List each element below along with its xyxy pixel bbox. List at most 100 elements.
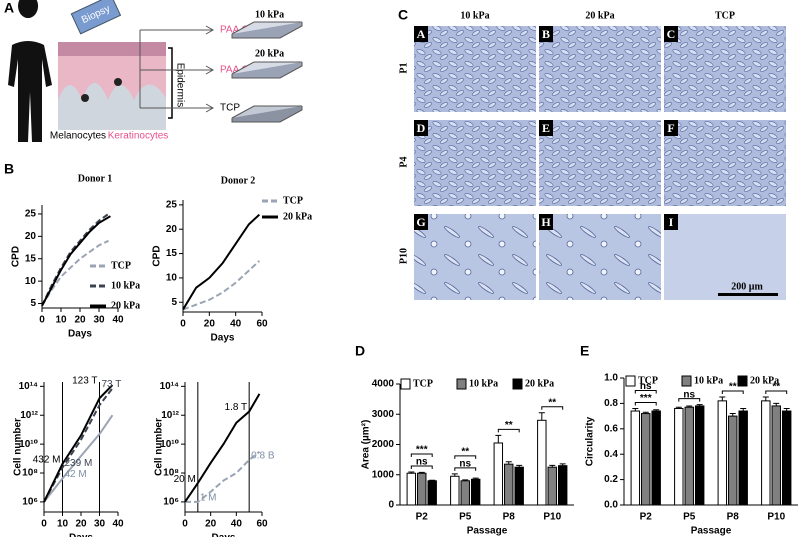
significance-label: ** xyxy=(729,382,737,393)
y-tick-label: 10¹⁴ xyxy=(19,381,38,392)
human-silhouette xyxy=(8,0,52,142)
error-bar xyxy=(505,461,512,465)
y-axis-label: Cell number xyxy=(13,418,24,476)
legend-label: TCP xyxy=(111,260,131,271)
annotation: 1.8 T xyxy=(225,402,248,413)
y-tick-label: 2000 xyxy=(372,439,395,450)
x-tick-label: 20 xyxy=(74,315,86,326)
x-tick-label: 40 xyxy=(112,315,124,326)
y-tick-label: 15 xyxy=(25,253,37,264)
significance-label: ** xyxy=(548,397,556,408)
significance-bracket xyxy=(678,398,701,402)
significance-label: ** xyxy=(772,382,780,393)
x-tick-label: 40 xyxy=(231,519,243,530)
legend-label: TCP xyxy=(413,378,433,389)
bar xyxy=(504,463,514,506)
error-bar xyxy=(516,464,523,468)
legend-label: 10 kPa xyxy=(694,375,723,386)
series-line xyxy=(184,393,261,503)
x-tick-label: 20 xyxy=(205,519,217,530)
micrograph xyxy=(539,26,661,112)
legend-swatch xyxy=(681,375,692,387)
row-header: P10 xyxy=(398,248,409,264)
chart-title: Donor 1 xyxy=(78,173,113,184)
bar xyxy=(547,466,557,506)
micrograph xyxy=(664,214,786,300)
legend-label: 10 kPa xyxy=(469,378,498,389)
y-tick-label: 10¹⁴ xyxy=(160,381,179,392)
y-tick-label: 0 xyxy=(388,500,394,511)
error-bar xyxy=(538,412,545,421)
significance-label: ns xyxy=(640,381,652,392)
panel-label: D xyxy=(355,343,365,359)
tile-label: G xyxy=(416,215,425,229)
bar xyxy=(557,465,568,506)
bar xyxy=(630,410,641,506)
error-bar xyxy=(559,463,566,466)
legend-swatch xyxy=(400,378,411,390)
y-axis-label: CPD xyxy=(152,245,163,266)
y-tick-label: 10⁸ xyxy=(163,468,179,479)
tile-label: I xyxy=(669,215,674,229)
panel-a: Biopsy Epidermis Melanocytes Keratinocyt… xyxy=(8,0,303,142)
column-header: TCP xyxy=(715,10,735,21)
series-line xyxy=(41,239,109,307)
error-bar xyxy=(642,411,649,414)
panel-label: A xyxy=(4,0,14,16)
x-axis-label: Days xyxy=(212,533,236,537)
significance-label: ** xyxy=(505,420,513,431)
series-line xyxy=(41,213,110,307)
bar xyxy=(493,442,504,506)
x-tick-label: P10 xyxy=(543,512,561,523)
y-tick-label: 1000 xyxy=(372,469,395,480)
micrograph xyxy=(539,120,661,206)
legend-label: 20 kPa xyxy=(750,375,779,386)
row-header: P1 xyxy=(398,62,409,73)
stiffness-label: 20 kPa xyxy=(255,48,284,59)
micrograph xyxy=(414,214,536,300)
y-tick-label: 15 xyxy=(166,248,178,259)
significance-label: *** xyxy=(416,445,428,456)
tile-label: C xyxy=(667,27,676,41)
bar xyxy=(460,480,470,506)
significance-bracket xyxy=(765,390,788,395)
bar xyxy=(514,466,524,506)
y-tick-label: 5 xyxy=(171,297,177,308)
x-tick-label: 0 xyxy=(41,519,47,530)
x-axis-label: Passage xyxy=(691,526,732,537)
series-line xyxy=(185,450,261,503)
x-tick-label: 10 xyxy=(55,315,67,326)
error-bar xyxy=(408,471,415,474)
scale-bar-label: 200 µm xyxy=(731,281,763,292)
x-tick-label: P8 xyxy=(503,512,516,523)
gel-plate xyxy=(231,22,303,39)
y-axis-label: CPD xyxy=(11,246,22,267)
bar xyxy=(450,475,460,506)
y-tick-label: 10⁶ xyxy=(22,497,38,508)
melanocyte xyxy=(81,94,89,102)
error-bar xyxy=(495,434,502,443)
error-bar xyxy=(740,407,747,412)
legend-label: 10 kPa xyxy=(111,280,140,291)
x-tick-label: P5 xyxy=(459,512,472,523)
bar xyxy=(427,480,437,506)
significance-bracket xyxy=(634,401,657,406)
y-tick-label: 10⁸ xyxy=(22,468,38,479)
x-tick-label: 0 xyxy=(180,319,186,330)
legend-swatch xyxy=(737,375,748,387)
chart-title: Donor 2 xyxy=(221,175,256,186)
x-tick-label: 40 xyxy=(230,319,242,330)
melanocyte xyxy=(114,78,122,86)
error-bar xyxy=(719,396,726,401)
bar xyxy=(781,410,792,506)
error-bar xyxy=(632,407,639,412)
significance-bracket xyxy=(541,406,564,410)
y-tick-label: 0.2 xyxy=(604,474,618,485)
bar xyxy=(738,410,748,506)
significance-bracket xyxy=(497,428,520,433)
y-tick-label: 3000 xyxy=(372,409,395,420)
gel-plate xyxy=(231,62,303,79)
error-bar xyxy=(696,404,703,406)
legend-label: 20 kPa xyxy=(283,211,312,222)
